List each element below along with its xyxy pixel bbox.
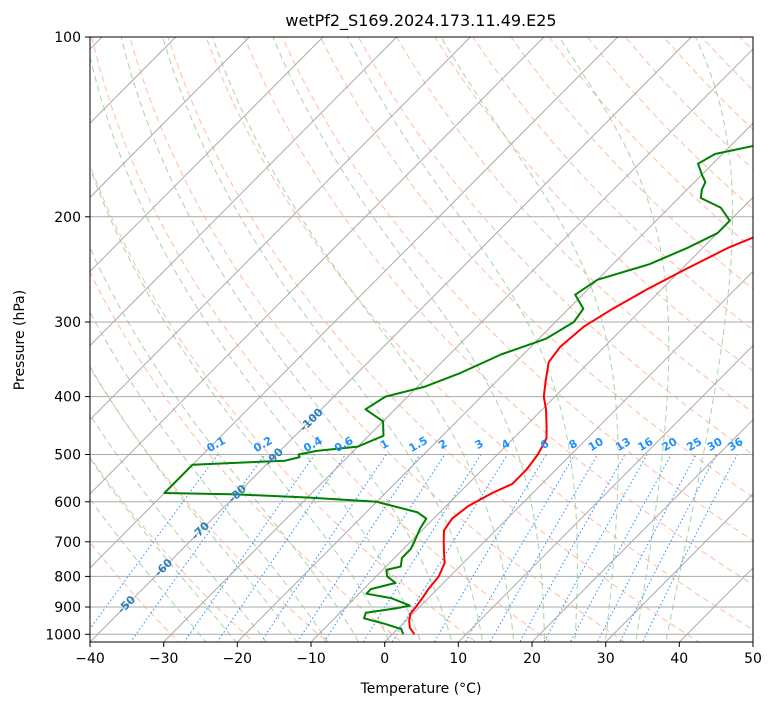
x-axis-label: Temperature (°C)	[360, 681, 482, 697]
dry-adiabat	[90, 456, 254, 642]
x-tick-label: −30	[149, 651, 179, 667]
x-tick-label: −20	[223, 651, 253, 667]
y-tick-label: 1000	[45, 627, 81, 643]
isotherm-line	[457, 344, 753, 642]
y-tick-label: 200	[54, 210, 81, 226]
pressure-gridlines	[90, 36, 753, 635]
moist-adiabat	[272, 37, 545, 642]
dewpoint-line	[163, 144, 753, 635]
y-tick-label: 300	[54, 315, 81, 331]
x-tick-label: 10	[449, 651, 467, 667]
isotherm-line	[90, 37, 545, 495]
isotherm-line	[310, 196, 753, 642]
moist-adiabat	[558, 37, 670, 642]
isotherm-line	[90, 37, 692, 642]
plot-frame	[89, 36, 754, 643]
y-tick-label: 500	[54, 448, 81, 464]
plot-background	[90, 37, 753, 642]
x-tick-label: 0	[380, 651, 389, 667]
isotherm-line	[90, 37, 398, 347]
dry-adiabat	[358, 37, 753, 456]
y-tick-label: 100	[54, 30, 81, 46]
isotherm-line	[90, 37, 324, 273]
y-tick-label: 600	[54, 495, 81, 511]
temperature-line	[408, 236, 753, 635]
axis-ticks: −40 −30 −20 −10 0 10 20 30 40 50 100 200 300 400 500 60…	[45, 30, 762, 667]
x-tick-label: 50	[744, 651, 762, 667]
isotherm-line	[90, 37, 471, 421]
isotherm-line	[531, 418, 753, 642]
chart-title: wetPf2_S169.2024.173.11.49.E25	[285, 11, 556, 31]
isotherm-line	[90, 37, 250, 199]
y-tick-label: 800	[54, 569, 81, 585]
moist-adiabat	[440, 37, 619, 642]
profile-series	[163, 144, 753, 635]
isotherm-line	[162, 48, 753, 642]
y-tick-label: 400	[54, 390, 81, 406]
isotherm-line	[383, 270, 753, 642]
dry-adiabat	[396, 37, 753, 414]
isotherm-line	[90, 37, 619, 569]
isotherm-line	[604, 493, 753, 642]
moist-adiabat	[347, 37, 578, 642]
y-tick-label: 900	[54, 600, 81, 616]
x-tick-label: 30	[597, 651, 615, 667]
x-tick-label: −10	[296, 651, 326, 667]
x-tick-label: −40	[75, 651, 105, 667]
x-tick-label: 40	[670, 651, 688, 667]
y-axis-label: Pressure (hPa)	[12, 290, 28, 390]
x-tick-label: 20	[523, 651, 541, 667]
y-tick-label: 700	[54, 535, 81, 551]
moist-adiabat	[90, 310, 329, 642]
isotherm-line	[236, 122, 753, 642]
dry-adiabat	[319, 37, 753, 498]
